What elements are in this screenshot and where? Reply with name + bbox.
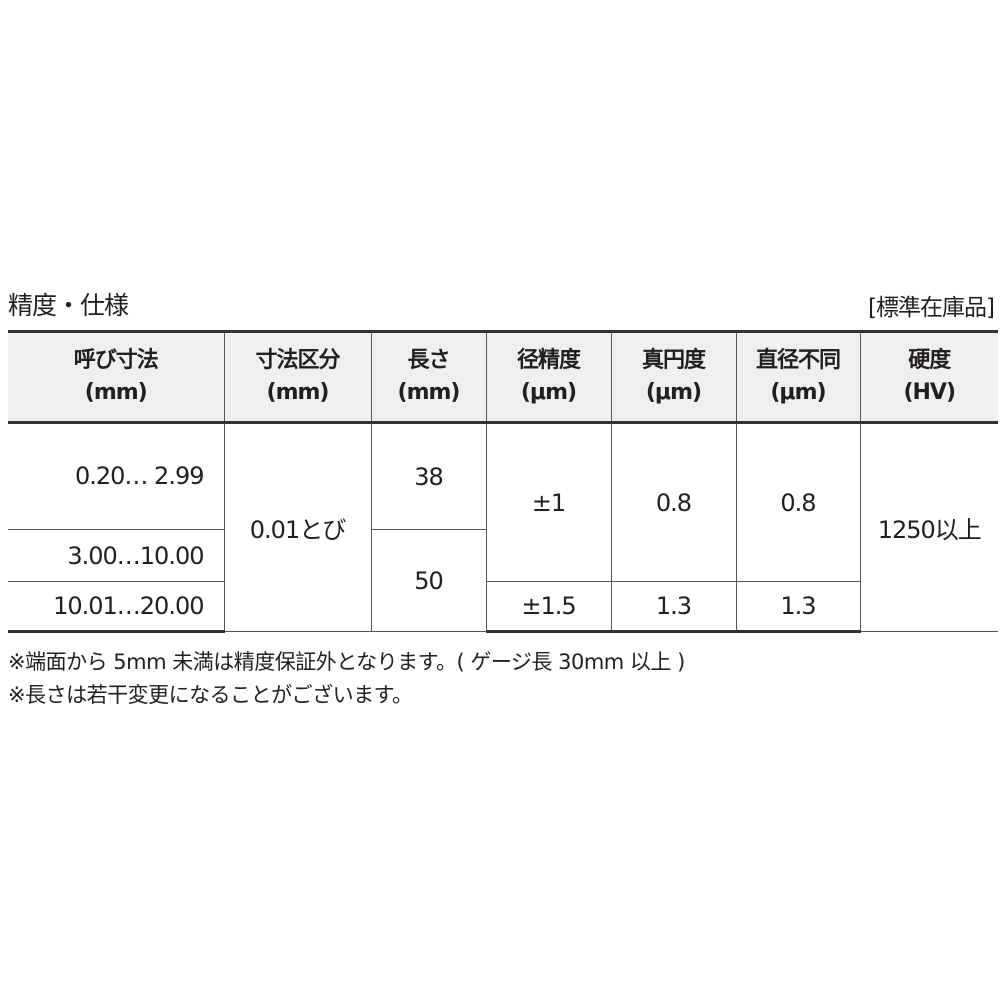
spec-table: 呼び寸法 (mm) 寸法区分 (mm) 長さ (mm) 径精度 (μm) 真円度 (μm)… <box>8 330 998 633</box>
nominal-cell: 10.01…20.00 <box>8 581 225 633</box>
header-diameter-precision: 径精度 (μm) <box>485 330 612 424</box>
header-diameter-variation: 直径不同 (μm) <box>735 330 861 424</box>
header-increment: 寸法区分 (mm) <box>223 330 372 424</box>
diameter-variation-cell: 0.8 <box>735 422 861 582</box>
length-cell: 50 <box>370 529 487 632</box>
increment-cell: 0.01とび <box>223 422 372 632</box>
header-roundness: 真円度 (μm) <box>610 330 737 424</box>
roundness-cell: 0.8 <box>610 422 737 582</box>
table-row: 3.00…10.00 50 <box>8 529 998 632</box>
header-hardness: 硬度 (HV) <box>859 330 998 424</box>
header-length: 長さ (mm) <box>370 330 487 424</box>
hardness-cell: 1250以上 <box>859 422 998 632</box>
nominal-cell: 3.00…10.00 <box>8 529 225 582</box>
length-cell: 38 <box>370 422 487 530</box>
header-nominal: 呼び寸法 (mm) <box>8 330 225 424</box>
note-2: ※長さは若干変更になることがございます。 <box>8 683 413 707</box>
section-title: 精度・仕様 <box>8 291 129 320</box>
diameter-variation-cell: 1.3 <box>735 581 861 633</box>
roundness-cell: 1.3 <box>610 581 737 633</box>
nominal-cell: 0.20… 2.99 <box>8 422 225 530</box>
diameter-precision-cell: ±1.5 <box>485 581 612 633</box>
diameter-precision-cell: ±1 <box>485 422 612 582</box>
table-row: 0.20… 2.99 0.01とび 38 ±1 0.8 0.8 1250以上 <box>8 422 998 632</box>
note-1: ※端面から 5mm 未満は精度保証外となります。( ゲージ長 30mm 以上 ) <box>8 650 685 674</box>
table-row: 10.01…20.00 ±1.5 1.3 1.3 <box>8 581 998 633</box>
stock-label: [標準在庫品] <box>868 295 995 321</box>
header-row: 呼び寸法 (mm) 寸法区分 (mm) 長さ (mm) 径精度 (μm) 真円度 (μm)… <box>8 330 998 424</box>
